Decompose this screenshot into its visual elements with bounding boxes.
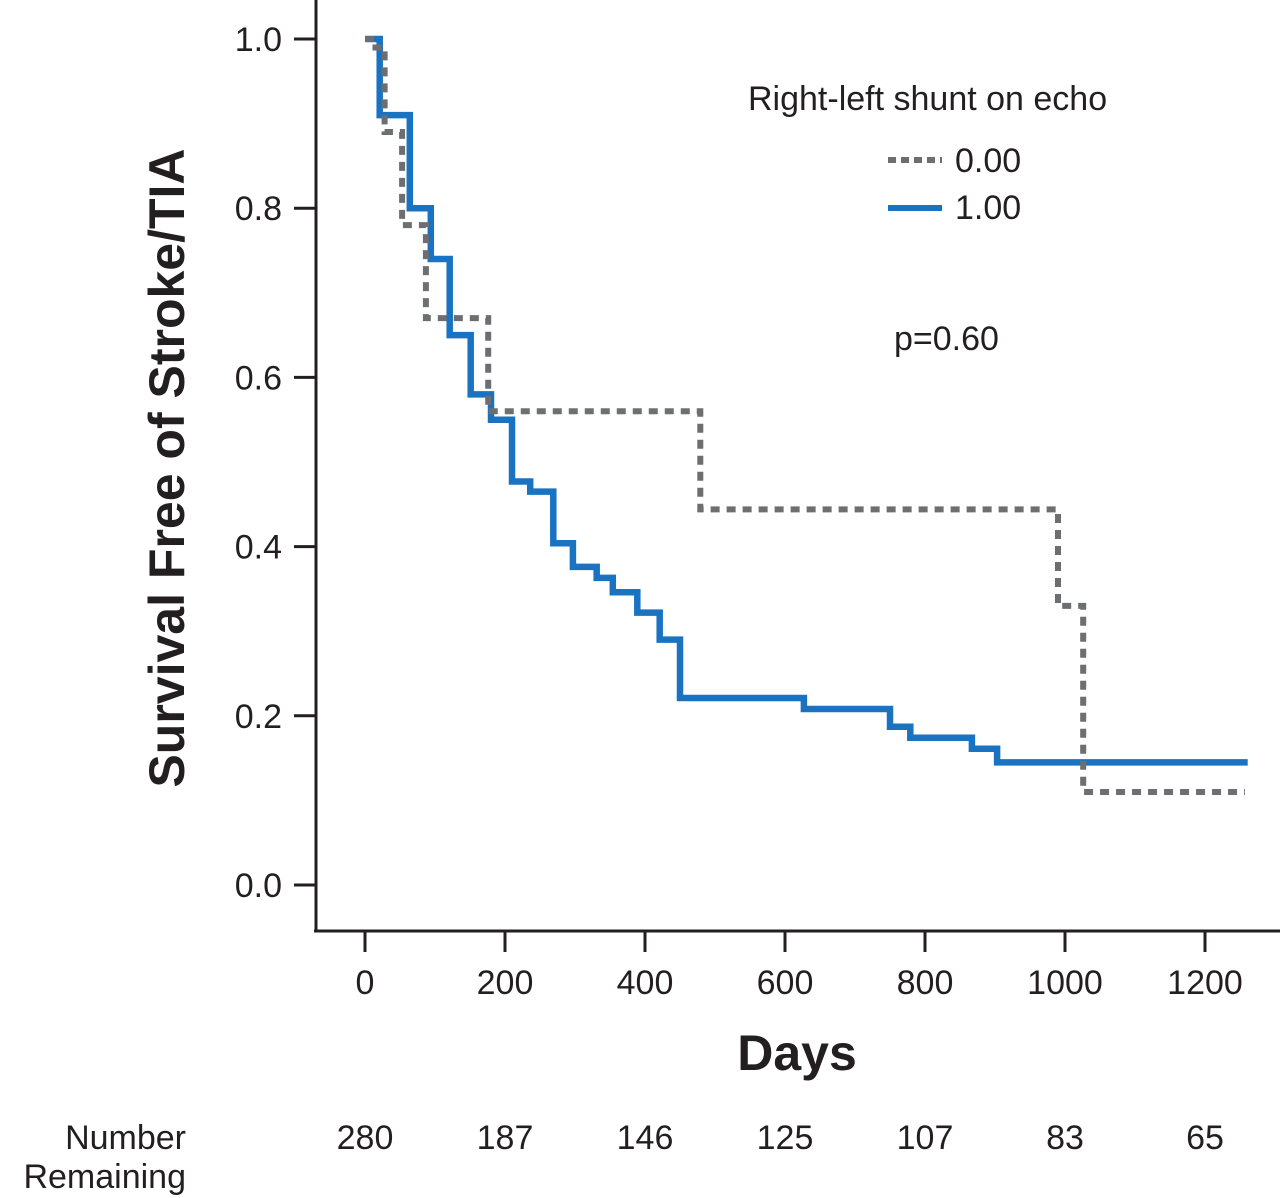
y-tick-label: 0.2 [235,698,282,736]
legend: Right-left shunt on echo 0.00 1.00 [748,80,1107,227]
x-ticks: 0 200 400 600 800 1000 1200 [356,931,1243,1002]
number-remaining-value: 65 [1186,1119,1224,1157]
series-line-0-00 [365,36,1245,795]
x-axis-title: Days [737,1025,857,1081]
number-remaining-value: 146 [617,1119,674,1157]
legend-label-1: 1.00 [955,189,1021,227]
number-remaining-values: 280 187 146 125 107 83 65 [337,1119,1224,1157]
series-layer [365,35,1248,795]
y-axis-title: Survival Free of Stroke/TIA [139,148,195,787]
legend-title: Right-left shunt on echo [748,80,1107,118]
y-ticks: 0.0 0.2 0.4 0.6 0.8 1.0 [235,21,316,905]
y-tick-label: 0.4 [235,529,282,567]
number-remaining-value: 83 [1046,1119,1084,1157]
legend-label-0: 0.00 [955,142,1021,180]
number-remaining-label-line2: Remaining [23,1158,186,1196]
x-tick-label: 800 [897,964,954,1002]
axes [314,0,1280,933]
x-tick-label: 200 [477,964,534,1002]
x-tick-label: 0 [356,964,375,1002]
number-remaining-label-line1: Number [65,1119,186,1157]
series-line-1-00 [365,35,1248,766]
x-tick-label: 1200 [1167,964,1243,1002]
number-remaining-row: Number Remaining 280 187 146 125 107 83 65 [23,1119,1223,1196]
x-tick-label: 600 [757,964,814,1002]
number-remaining-value: 125 [757,1119,814,1157]
number-remaining-value: 107 [897,1119,954,1157]
y-tick-label: 0.0 [235,867,282,905]
x-tick-label: 1000 [1027,964,1103,1002]
number-remaining-value: 187 [477,1119,534,1157]
y-tick-label: 0.6 [235,359,282,397]
y-tick-label: 0.8 [235,190,282,228]
y-tick-label: 1.0 [235,21,282,59]
p-value-annotation: p=0.60 [894,320,999,358]
number-remaining-value: 280 [337,1119,394,1157]
x-tick-label: 400 [617,964,674,1002]
